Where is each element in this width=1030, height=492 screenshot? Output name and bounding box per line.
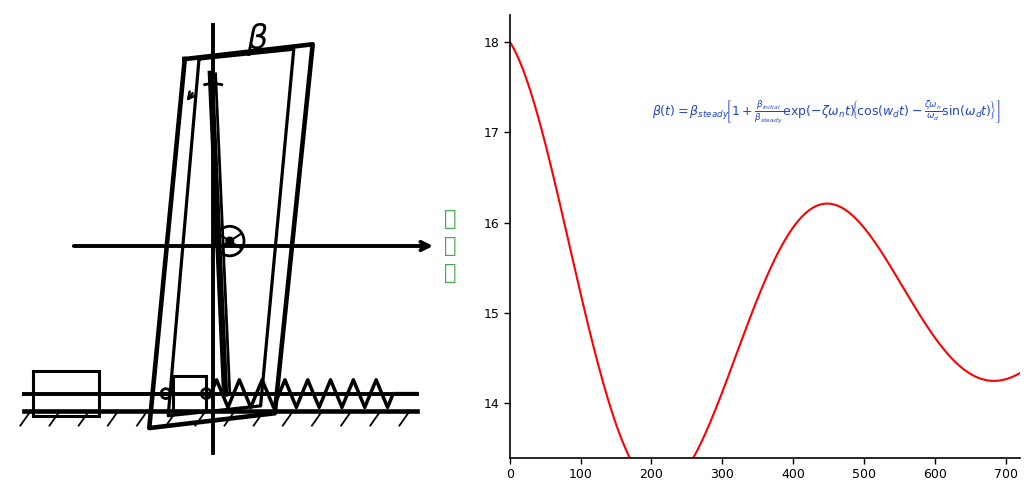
Bar — [173, 376, 206, 411]
Text: $\beta$: $\beta$ — [246, 21, 269, 58]
Bar — [33, 371, 100, 416]
Text: 각: 각 — [444, 263, 456, 283]
Text: 사: 사 — [444, 209, 456, 229]
Text: $\beta(t) = \beta_{steady}\!\left[1+\frac{\beta_{initial}}{\beta_{steady}}\exp(-: $\beta(t) = \beta_{steady}\!\left[1+\fra… — [652, 99, 1000, 125]
Text: 판: 판 — [444, 236, 456, 256]
Circle shape — [226, 237, 234, 245]
